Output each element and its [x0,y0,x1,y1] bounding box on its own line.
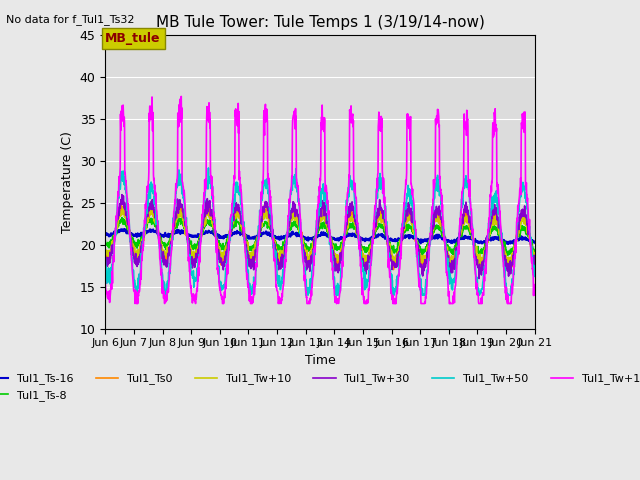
Line: Tul1_Tw+50: Tul1_Tw+50 [106,168,534,295]
Line: Tul1_Ts-16: Tul1_Ts-16 [106,229,534,244]
Tul1_Ts0 [284,228,292,234]
Tul1_Tw+100 [531,285,538,291]
Tul1_Ts-16 [135,233,143,239]
Tul1_Ts-8 [346,220,354,226]
Tul1_Tw+30 [346,207,354,213]
Tul1_Ts-16 [284,233,292,239]
Tul1_Ts-16 [301,235,308,241]
Tul1_Tw+10 [301,247,308,253]
Tul1_Tw+100 [152,205,160,211]
Tul1_Tw+50 [152,212,160,218]
Tul1_Tw+50 [301,268,308,274]
Tul1_Tw+30 [284,233,292,239]
Tul1_Tw+10 [284,228,292,234]
Tul1_Ts0 [346,212,354,217]
Tul1_Ts-8 [232,215,240,220]
Tul1_Tw+10 [293,217,301,223]
Tul1_Ts-16 [102,231,109,237]
Tul1_Tw+50 [284,228,292,234]
Tul1_Tw+100 [346,114,354,120]
Tul1_Ts-16 [531,240,538,245]
Tul1_Tw+30 [118,192,126,198]
Tul1_Tw+50 [293,185,301,191]
Tul1_Ts-16 [293,233,301,239]
Tul1_Tw+10 [119,204,127,210]
Tul1_Tw+50 [531,269,538,275]
Line: Tul1_Ts-8: Tul1_Ts-8 [106,217,534,255]
Tul1_Tw+10 [152,219,160,225]
Text: No data for f_Tul1_Ts32: No data for f_Tul1_Ts32 [6,14,135,25]
Tul1_Ts-16 [152,229,160,235]
Tul1_Tw+100 [177,94,185,99]
Tul1_Tw+50 [205,165,212,171]
Tul1_Tw+30 [293,207,301,213]
Line: Tul1_Tw+100: Tul1_Tw+100 [106,96,534,303]
Tul1_Tw+30 [152,213,160,218]
Line: Tul1_Ts0: Tul1_Ts0 [106,205,534,272]
Tul1_Tw+30 [301,255,308,261]
Tul1_Ts0 [301,250,308,255]
Tul1_Tw+30 [102,257,109,263]
Tul1_Ts0 [531,262,538,267]
Tul1_Ts0 [102,254,109,260]
Tul1_Ts-8 [102,238,109,244]
Tul1_Tw+100 [131,300,139,306]
Tul1_Tw+100 [284,213,292,218]
Tul1_Tw+50 [346,177,354,183]
Tul1_Ts-8 [531,249,538,254]
Tul1_Ts0 [152,217,160,223]
Tul1_Tw+100 [135,288,143,293]
Tul1_Ts-8 [134,241,142,247]
Text: MB_tule: MB_tule [106,32,161,45]
Tul1_Ts-8 [293,223,301,228]
X-axis label: Time: Time [305,354,335,367]
Tul1_Tw+30 [531,263,538,268]
Line: Tul1_Tw+30: Tul1_Tw+30 [106,195,534,278]
Tul1_Tw+30 [476,276,483,281]
Tul1_Tw+10 [531,258,538,264]
Tul1_Tw+100 [102,279,109,285]
Tul1_Ts0 [117,202,125,208]
Tul1_Tw+10 [346,216,354,222]
Tul1_Ts0 [135,255,143,261]
Tul1_Tw+30 [135,259,143,265]
Tul1_Tw+100 [301,272,308,278]
Tul1_Tw+50 [102,256,109,262]
Y-axis label: Temperature (C): Temperature (C) [61,131,74,233]
Line: Tul1_Tw+10: Tul1_Tw+10 [106,207,534,269]
Tul1_Ts-16 [504,241,512,247]
Tul1_Ts-8 [152,222,160,228]
Tul1_Ts-8 [476,252,483,258]
Title: MB Tule Tower: Tule Temps 1 (3/19/14-now): MB Tule Tower: Tule Temps 1 (3/19/14-now… [156,15,484,30]
Legend: Tul1_Ts-16, Tul1_Ts-8, Tul1_Ts0, Tul1_Tw+10, Tul1_Tw+30, Tul1_Tw+50, Tul1_Tw+100: Tul1_Ts-16, Tul1_Ts-8, Tul1_Ts0, Tul1_Tw… [0,369,640,405]
Tul1_Ts-16 [120,226,128,232]
Tul1_Tw+100 [293,183,301,189]
Tul1_Tw+10 [504,266,512,272]
Tul1_Tw+50 [135,271,143,277]
Tul1_Ts0 [293,212,301,218]
Tul1_Tw+50 [133,292,141,298]
Tul1_Tw+10 [135,256,143,262]
Tul1_Tw+10 [102,249,109,254]
Tul1_Ts-16 [346,231,354,237]
Tul1_Ts0 [447,269,455,275]
Tul1_Ts-8 [284,228,292,234]
Tul1_Ts-8 [301,242,308,248]
